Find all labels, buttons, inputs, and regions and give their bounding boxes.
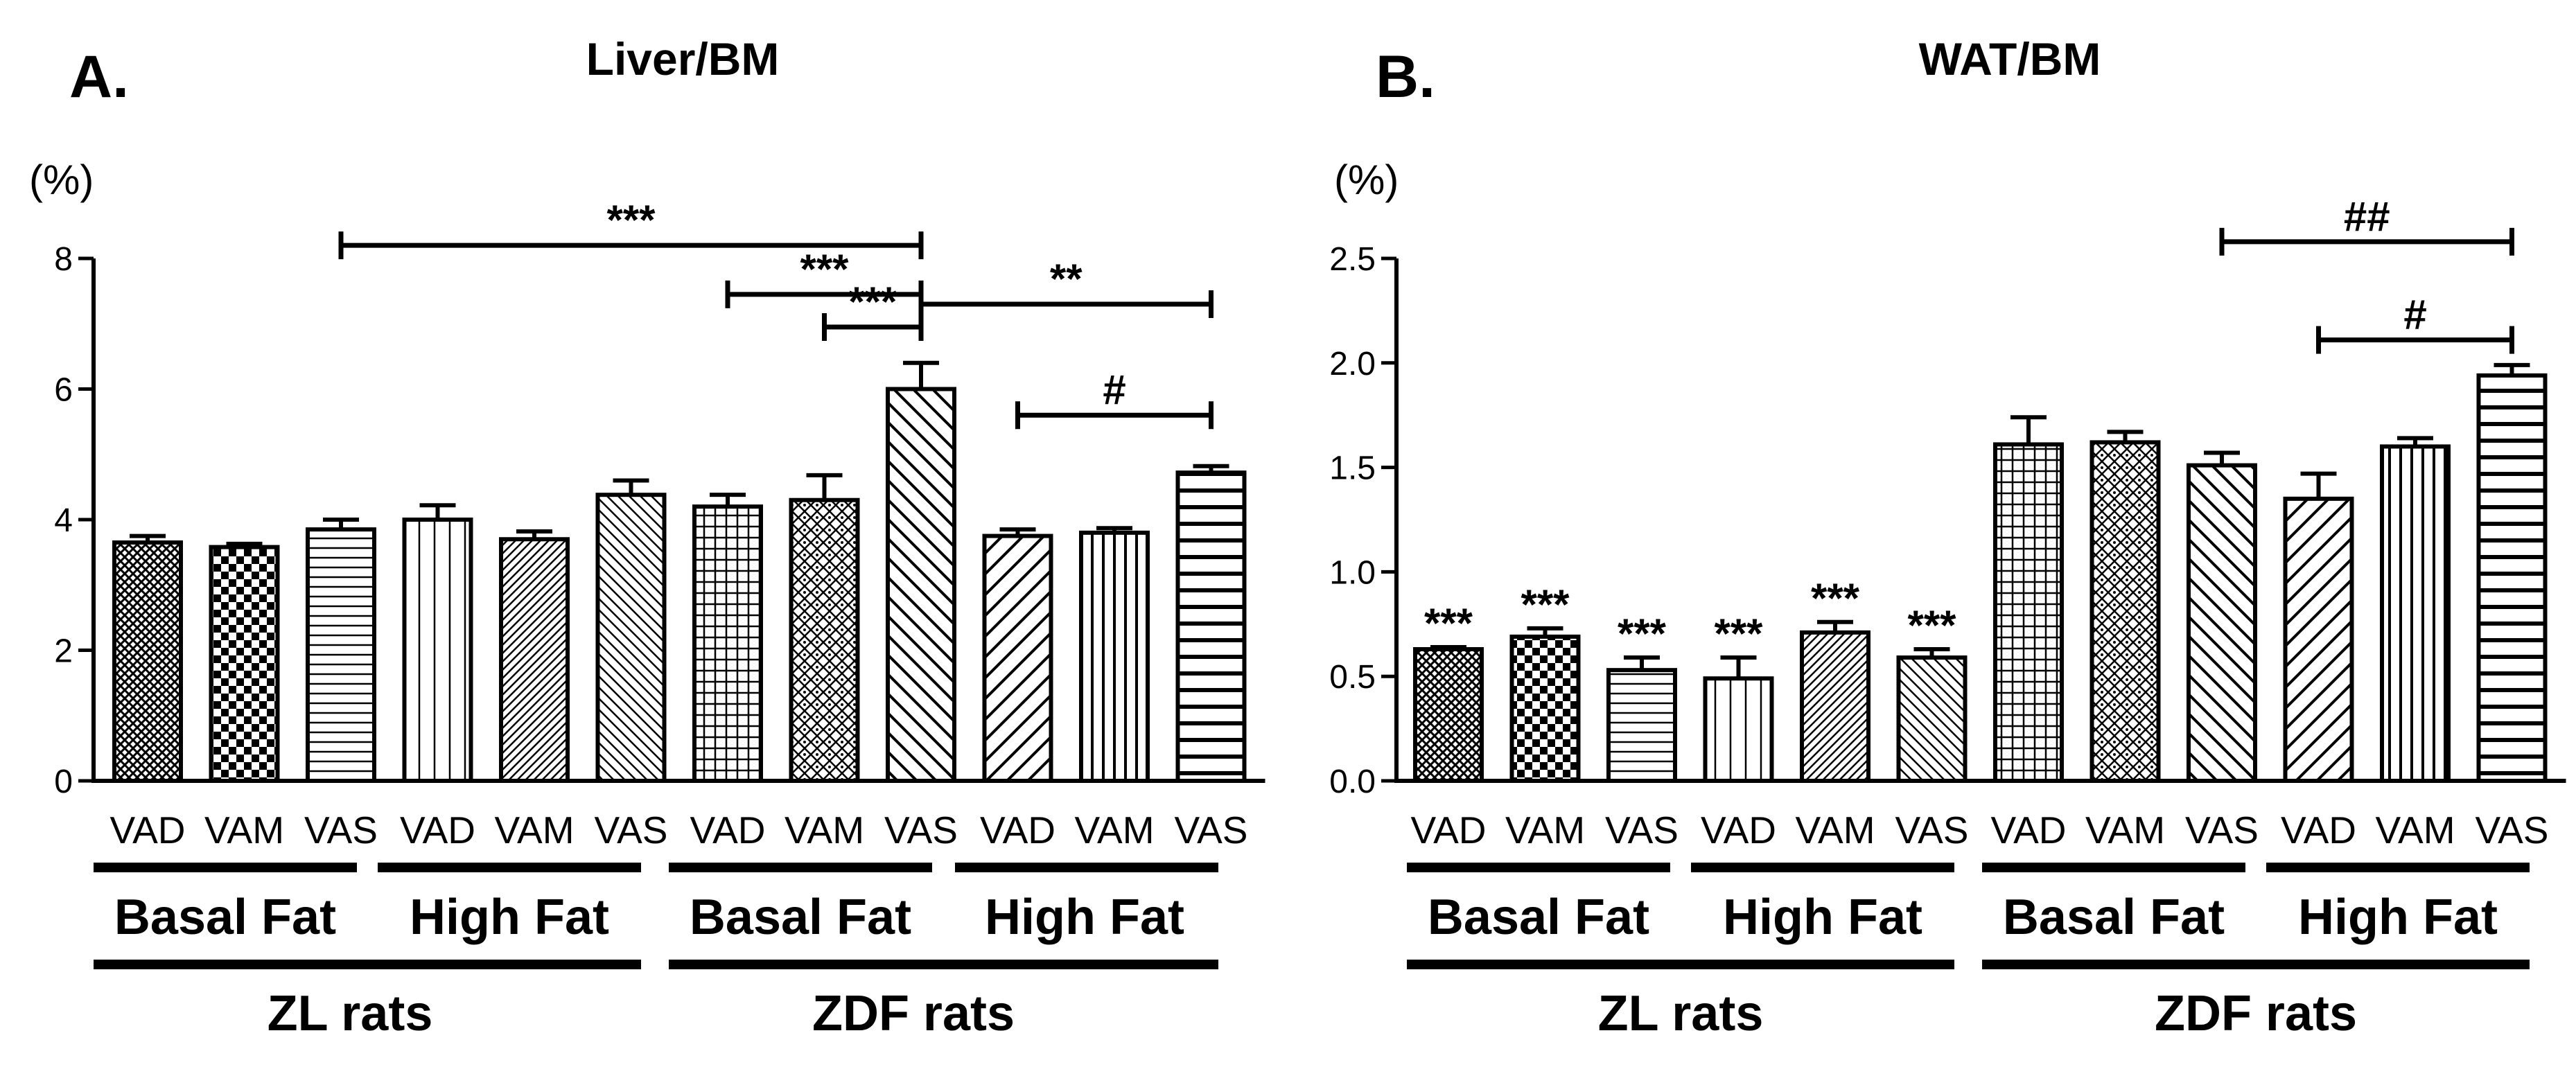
bar	[2187, 463, 2257, 783]
panel-a: A. Liver/BM (%) 0 2 4 6 8 VAD VAM VAS VAD VAM VAS V…	[29, 33, 1265, 1041]
significance-mark: ***	[1714, 610, 1763, 657]
bar	[595, 493, 667, 783]
panel-b: B. WAT/BM (%) 0.0 0.5 1.0 1.5 2.0 2.5 VAD *** VA…	[1329, 33, 2566, 1041]
bracket-label: #	[1103, 367, 1125, 413]
y-tick-label: 6	[54, 372, 73, 409]
category-label: VAM	[1795, 809, 1875, 852]
y-tick-label: 1.5	[1329, 450, 1376, 487]
bar	[886, 387, 956, 783]
bracket-label: ***	[848, 279, 897, 325]
bar	[1606, 668, 1677, 783]
diet-group-label: High Fat	[985, 890, 1184, 945]
bar	[2283, 496, 2354, 784]
diet-group-label: Basal Fat	[114, 890, 336, 945]
significance-mark: ***	[1521, 581, 1570, 628]
y-tick-label: 2	[54, 633, 73, 670]
bar	[1703, 676, 1774, 783]
bar	[789, 497, 860, 783]
diet-group-label: High Fat	[1723, 890, 1922, 945]
diet-group-label: Basal Fat	[690, 890, 911, 945]
panel-a-title: Liver/BM	[586, 33, 780, 85]
category-label: VAM	[2085, 809, 2165, 852]
category-label: VAS	[2476, 809, 2549, 852]
category-label: VAD	[400, 809, 475, 852]
panel-b-y-unit: (%)	[1334, 157, 1399, 203]
bar	[1800, 630, 1870, 784]
bracket-label: ***	[606, 197, 656, 243]
significance-mark: ***	[1811, 575, 1860, 621]
bar	[2476, 373, 2548, 783]
category-label: VAM	[1074, 809, 1154, 852]
y-tick-label: 1.0	[1329, 554, 1376, 591]
y-tick-label: 0	[54, 764, 73, 800]
category-label: VAM	[2375, 809, 2455, 852]
bracket-label: ##	[2344, 193, 2390, 240]
bar	[499, 537, 570, 784]
category-label: VAM	[1505, 809, 1585, 852]
bar	[2089, 440, 2161, 784]
significance-mark: ***	[1618, 610, 1667, 657]
category-label: VAM	[204, 809, 284, 852]
bar	[112, 540, 183, 783]
diet-group-label: High Fat	[410, 890, 609, 945]
category-label: VAS	[595, 809, 668, 852]
panel-b-title: WAT/BM	[1919, 33, 2101, 85]
bar	[1509, 634, 1581, 783]
rat-group-label: ZL rats	[268, 986, 433, 1041]
category-label: VAD	[109, 809, 185, 852]
bar	[209, 545, 280, 784]
diet-group-label: Basal Fat	[2003, 890, 2225, 945]
rat-group-label: ZDF rats	[812, 986, 1015, 1041]
diet-group-label: Basal Fat	[1428, 890, 1649, 945]
y-tick-label: 4	[54, 502, 73, 539]
y-tick-label: 0.5	[1329, 659, 1376, 696]
bar	[2380, 444, 2451, 783]
category-label: VAM	[785, 809, 864, 852]
category-label: VAD	[2281, 809, 2356, 852]
panel-a-plot: 0 2 4 6 8 VAD VAM VAS VAD VAM VAS VAD VAM VAS VAD VAM VA…	[54, 197, 1265, 1041]
bar	[982, 533, 1053, 783]
panel-b-plot: 0.0 0.5 1.0 1.5 2.0 2.5 VAD *** VAM *** VAS *** VAD *…	[1329, 193, 2566, 1041]
bar	[1993, 442, 2064, 783]
category-label: VAD	[980, 809, 1055, 852]
y-tick-label: 8	[54, 241, 73, 278]
category-label: VAM	[494, 809, 574, 852]
category-label: VAD	[1410, 809, 1486, 852]
category-label: VAD	[1990, 809, 2066, 852]
bar	[402, 518, 473, 783]
panel-b-label: B.	[1376, 44, 1435, 110]
bar	[1413, 646, 1484, 783]
bar	[692, 504, 763, 784]
panel-a-y-unit: (%)	[29, 157, 94, 203]
bracket-label: ***	[800, 246, 849, 292]
rat-group-label: ZL rats	[1598, 986, 1764, 1041]
rat-group-label: ZDF rats	[2155, 986, 2357, 1041]
bracket-label: #	[2403, 292, 2426, 338]
category-label: VAD	[690, 809, 765, 852]
bar	[1175, 470, 1247, 783]
category-label: VAS	[2185, 809, 2259, 852]
diet-group-label: High Fat	[2298, 890, 2498, 945]
bar	[1079, 530, 1150, 783]
panel-a-label: A.	[69, 44, 129, 110]
significance-mark: ***	[1424, 600, 1473, 646]
category-label: VAS	[884, 809, 958, 852]
category-label: VAS	[1895, 809, 1969, 852]
y-tick-label: 2.5	[1329, 241, 1376, 278]
bar	[1896, 655, 1968, 784]
y-tick-label: 0.0	[1329, 764, 1376, 800]
significance-mark: ***	[1907, 602, 1956, 649]
category-label: VAS	[1605, 809, 1679, 852]
category-label: VAS	[304, 809, 378, 852]
y-tick-label: 2.0	[1329, 346, 1376, 382]
bar	[306, 527, 376, 783]
category-label: VAS	[1175, 809, 1248, 852]
category-label: VAD	[1701, 809, 1776, 852]
bracket-label: **	[1050, 256, 1083, 302]
